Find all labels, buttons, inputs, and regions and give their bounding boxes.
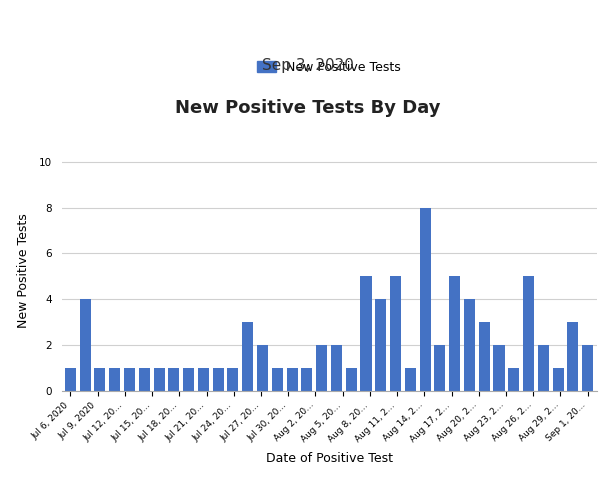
Bar <box>538 345 549 391</box>
Bar <box>169 368 180 391</box>
Bar <box>242 322 253 391</box>
Bar <box>287 368 298 391</box>
Bar <box>375 299 386 391</box>
Bar <box>228 368 239 391</box>
Bar <box>434 345 445 391</box>
Bar <box>582 345 593 391</box>
Bar <box>139 368 150 391</box>
Bar <box>79 299 90 391</box>
Bar <box>493 345 504 391</box>
Bar <box>419 207 430 391</box>
Bar <box>213 368 224 391</box>
Y-axis label: New Positive Tests: New Positive Tests <box>17 213 30 328</box>
Bar <box>331 345 342 391</box>
Bar <box>183 368 194 391</box>
Bar <box>360 276 371 391</box>
Bar <box>523 276 534 391</box>
Bar <box>568 322 579 391</box>
Bar <box>405 368 416 391</box>
Bar <box>553 368 564 391</box>
Bar <box>109 368 121 391</box>
Bar <box>346 368 357 391</box>
Bar <box>65 368 76 391</box>
Bar <box>301 368 312 391</box>
Bar <box>449 276 460 391</box>
Bar <box>478 322 490 391</box>
X-axis label: Date of Positive Test: Date of Positive Test <box>266 452 392 465</box>
Bar <box>94 368 105 391</box>
Bar <box>464 299 475 391</box>
Bar <box>272 368 283 391</box>
Bar <box>154 368 165 391</box>
Bar <box>198 368 209 391</box>
Bar <box>390 276 401 391</box>
Bar <box>508 368 519 391</box>
Bar <box>257 345 268 391</box>
Text: New Positive Tests By Day: New Positive Tests By Day <box>175 99 440 117</box>
Bar <box>316 345 327 391</box>
Legend: New Positive Tests: New Positive Tests <box>252 56 406 79</box>
Text: Southern Arkansas University COVID-19 Data: Southern Arkansas University COVID-19 Da… <box>58 12 557 31</box>
Text: Sep 3, 2020: Sep 3, 2020 <box>261 58 354 73</box>
Bar <box>124 368 135 391</box>
